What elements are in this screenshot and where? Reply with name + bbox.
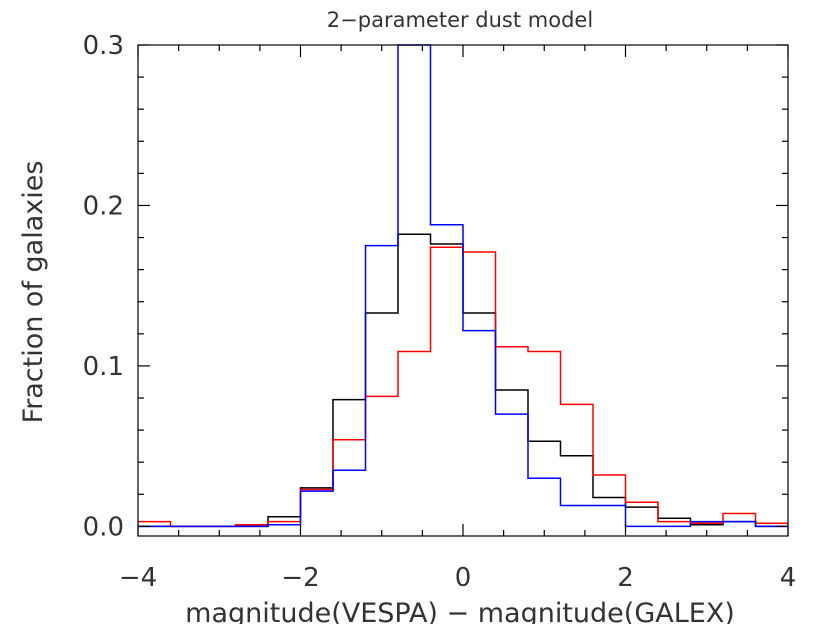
series-2-line	[138, 44, 788, 528]
y-tick-label: 0.2	[83, 191, 124, 221]
y-tick-label: 0.0	[83, 512, 124, 542]
x-tick-label: 4	[780, 563, 797, 593]
x-tick-label: −2	[281, 563, 319, 593]
x-axis-label: magnitude(VESPA) − magnitude(GALEX)	[185, 598, 735, 624]
y-tick-label: 0.1	[83, 352, 124, 382]
x-tick-label: 0	[455, 563, 472, 593]
axes-layer: −4 −2 0 2 4 0.0 0.1 0.2 0.3	[83, 31, 797, 593]
x-tick-label: 2	[617, 563, 634, 593]
y-tick-label: 0.3	[83, 31, 124, 61]
chart-title: 2−parameter dust model	[327, 8, 593, 32]
y-axis-label: Fraction of galaxies	[18, 161, 49, 424]
series-layer	[138, 44, 788, 528]
x-tick-label: −4	[119, 563, 157, 593]
